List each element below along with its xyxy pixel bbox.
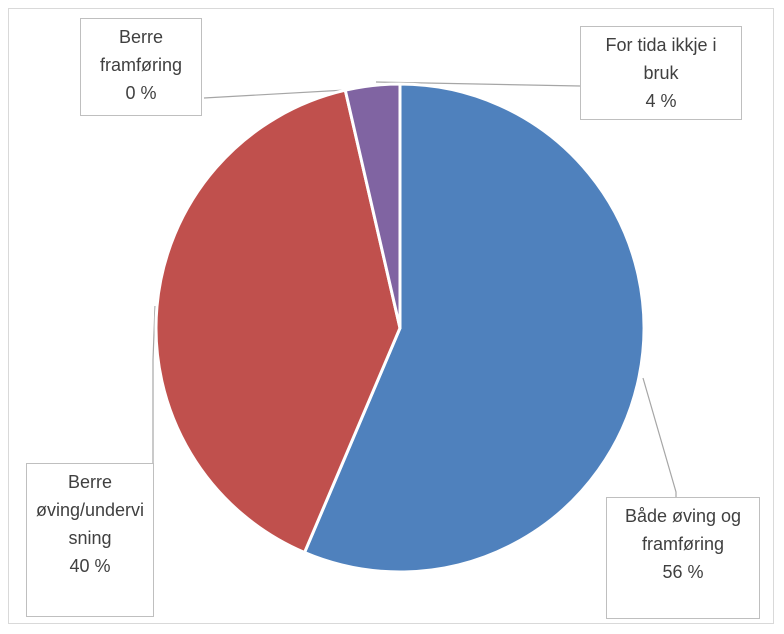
label-value: 4 %	[645, 91, 677, 111]
label-line: framføring	[99, 55, 182, 75]
label-line: Berre	[67, 472, 112, 492]
leader-line	[642, 377, 677, 497]
pie-slice	[343, 82, 402, 330]
leader-line	[203, 89, 347, 99]
leader-line	[375, 81, 581, 87]
label-line: For tida ikkje i	[605, 35, 717, 55]
label-line: framføring	[641, 534, 724, 554]
label-value: 56 %	[662, 562, 704, 582]
data-label-for-tida-ikkje-i-bruk: For tida ikkje i bruk 4 %	[580, 26, 742, 120]
pie-slices	[154, 82, 646, 574]
data-label-bade-oving-og-framforing: Både øving og framføring 56 %	[606, 497, 760, 619]
leader-lines	[152, 81, 677, 497]
label-line: Både øving og	[624, 506, 742, 526]
label-line: bruk	[643, 63, 679, 83]
data-label-berre-oving-undervisning: Berre øving/undervi sning 40 %	[26, 463, 154, 617]
pie-slice	[154, 88, 402, 555]
label-value: 40 %	[69, 556, 111, 576]
label-line: sning	[68, 528, 112, 548]
label-line: øving/undervi	[35, 500, 145, 520]
label-value: 0 %	[125, 83, 157, 103]
pie-slice	[303, 82, 646, 574]
leader-line	[152, 305, 156, 463]
label-line: Berre	[118, 27, 163, 47]
data-label-berre-framforing: Berre framføring 0 %	[80, 18, 202, 116]
